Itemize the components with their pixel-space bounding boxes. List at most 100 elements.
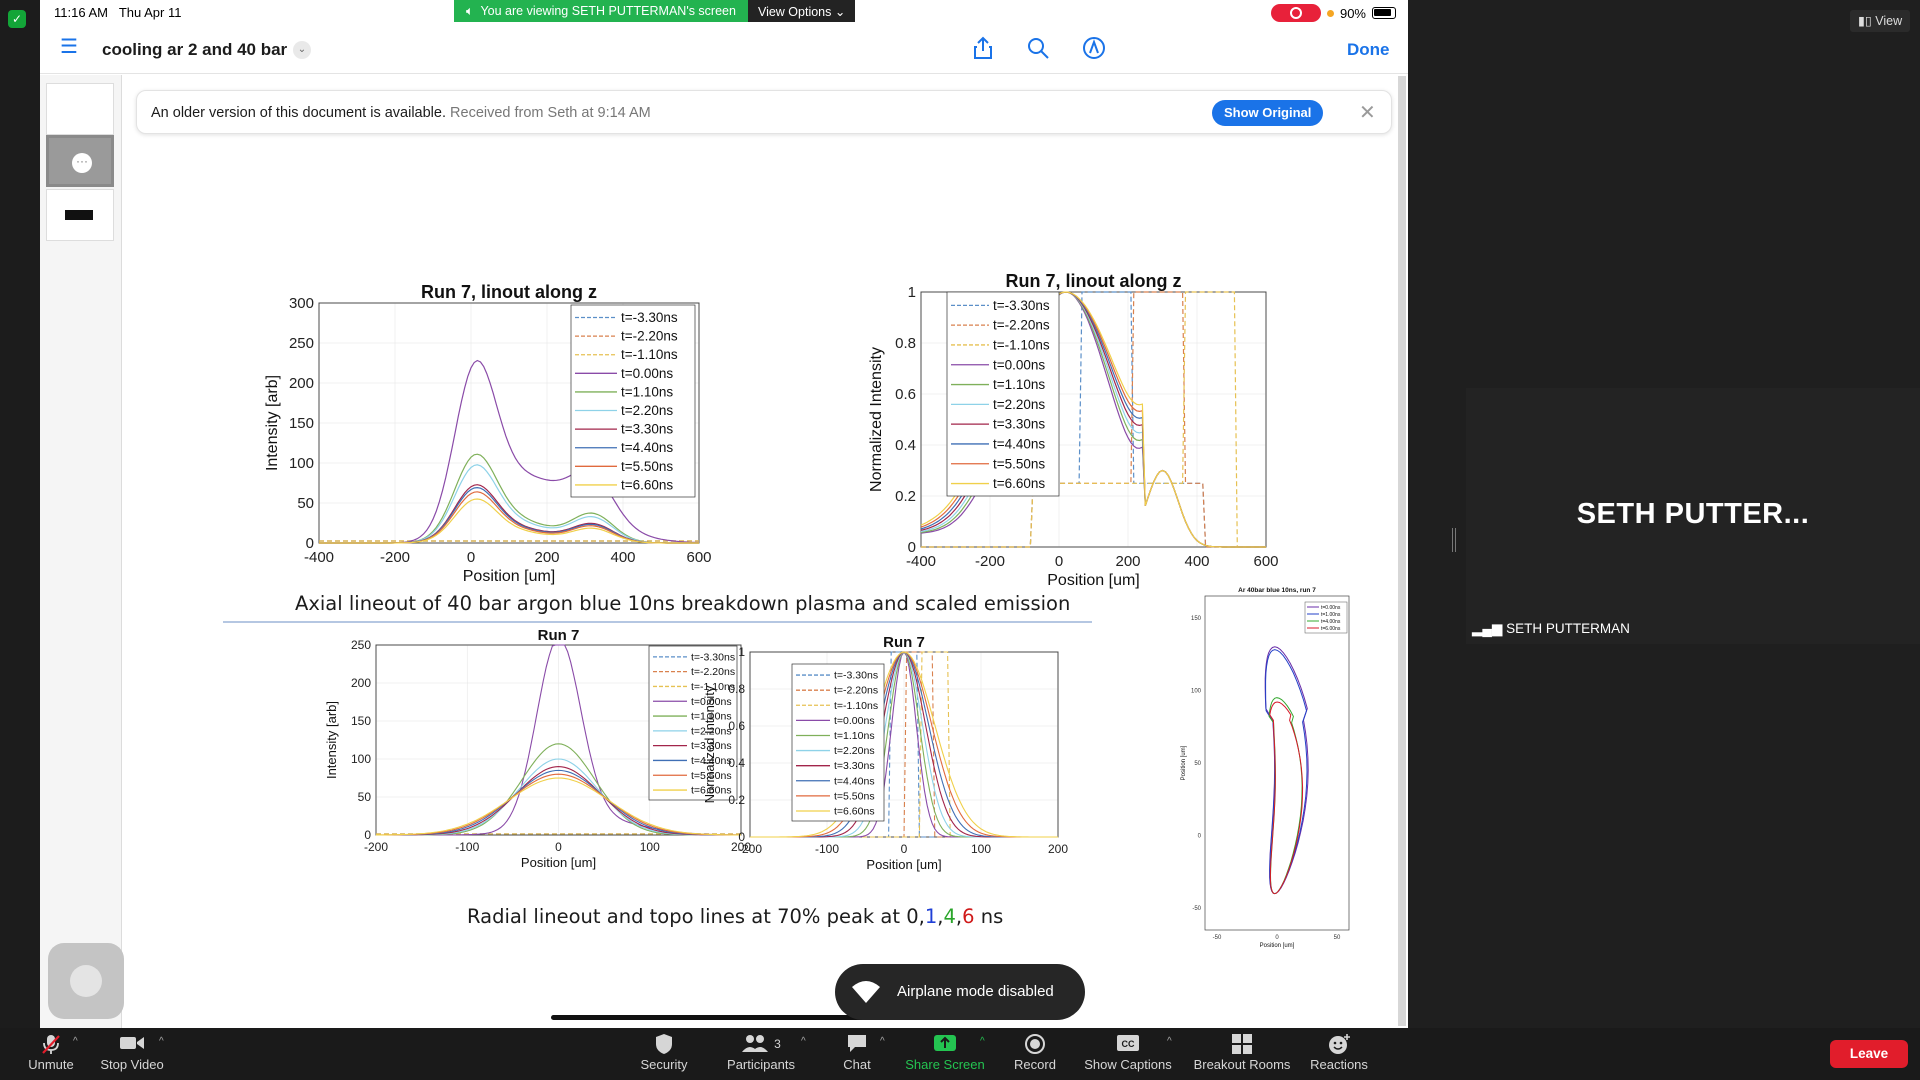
resize-handle[interactable] [1452, 528, 1456, 552]
legend-entry: t=5.50ns [993, 456, 1045, 471]
security-button[interactable]: Security [630, 1028, 698, 1080]
reactions-button[interactable]: Reactions [1306, 1028, 1372, 1080]
y-tick-label: 150 [289, 415, 314, 432]
page-thumbnail-3[interactable] [46, 189, 114, 241]
chat-chevron-icon[interactable]: ^ [880, 1036, 885, 1047]
axial-caption: Axial lineout of 40 bar argon blue 10ns … [295, 592, 1070, 615]
audio-options-chevron-icon[interactable]: ^ [73, 1036, 78, 1047]
y-tick-label: 200 [289, 375, 314, 392]
participants-icon [741, 1035, 774, 1057]
legend-entry: t=6.00ns [1321, 626, 1341, 632]
participants-chevron-icon[interactable]: ^ [801, 1036, 806, 1047]
legend-entry: t=1.10ns [621, 384, 673, 399]
page-thumbnail-2[interactable]: ··· [46, 135, 114, 187]
x-tick-label: 200 [534, 549, 559, 566]
legend-entry: t=0.00ns [1321, 605, 1341, 611]
breakout-rooms-icon [1190, 1033, 1294, 1055]
battery-icon [1372, 7, 1396, 19]
x-axis-label: Position [um] [1047, 572, 1139, 589]
y-axis-label: Intensity [arb] [324, 701, 339, 779]
y-tick-label: 100 [351, 752, 371, 766]
x-tick-label: 600 [686, 549, 711, 566]
legend-entry: t=-3.30ns [993, 298, 1050, 313]
participant-tile[interactable]: SETH PUTTER... ▂▄▆ SETH PUTTERMAN [1466, 388, 1920, 644]
participants-button[interactable]: 3 Participants [727, 1035, 795, 1072]
document-title[interactable]: cooling ar 2 and 40 bar [102, 40, 288, 59]
share-screen-button[interactable]: Share Screen [900, 1028, 990, 1080]
chat-button[interactable]: Chat [832, 1028, 882, 1080]
battery-percent: 90% [1339, 5, 1366, 21]
captions-chevron-icon[interactable]: ^ [1167, 1036, 1172, 1047]
legend-entry: t=1.10ns [691, 711, 732, 723]
chart-1: -400 -200 0 200 400 600 0 50 100 150 200 250 300 Run … [264, 282, 712, 585]
search-icon[interactable] [1026, 36, 1050, 66]
legend-box [791, 663, 885, 822]
page-thumbnail-1[interactable] [46, 83, 114, 135]
legend-entry: t=-2.20ns [993, 318, 1050, 333]
page-thumbnail-sidebar: ··· [40, 75, 122, 1028]
y-tick-label: 0.8 [728, 682, 745, 696]
legend-entry: t=0.00ns [691, 696, 732, 708]
plot-frame [318, 302, 700, 544]
close-icon[interactable]: ✕ [1359, 102, 1376, 124]
x-tick-label: 0 [555, 840, 562, 854]
leave-button[interactable]: Leave [1830, 1040, 1908, 1068]
unmute-button[interactable]: Unmute [22, 1028, 80, 1080]
share-chevron-icon[interactable]: ^ [980, 1036, 985, 1047]
encryption-shield-icon[interactable]: ✓ [8, 10, 26, 28]
breakout-rooms-button[interactable]: Breakout Rooms [1190, 1028, 1294, 1080]
y-tick-label: 250 [289, 335, 314, 352]
show-original-button[interactable]: Show Original [1212, 100, 1324, 126]
x-tick-label: -400 [906, 553, 936, 570]
record-button[interactable]: Record [1004, 1028, 1066, 1080]
share-icon[interactable] [972, 36, 994, 66]
show-captions-button[interactable]: CC Show Captions [1080, 1028, 1176, 1080]
x-tick-label: -100 [455, 840, 479, 854]
x-tick-label: -200 [380, 549, 410, 566]
title-chevron-down-icon[interactable]: ⌄ [293, 41, 311, 59]
view-options-button[interactable]: View Options ⌄ [747, 0, 856, 22]
page-edge [1398, 76, 1406, 1026]
participant-tile-name: SETH PUTTER... [1576, 498, 1810, 530]
x-tick-label: 400 [1184, 553, 1209, 570]
x-tick-label: 0 [901, 842, 908, 856]
video-options-chevron-icon[interactable]: ^ [159, 1036, 164, 1047]
assistive-touch-button[interactable] [48, 943, 124, 1019]
legend-entry: t=-2.20ns [691, 666, 735, 678]
x-tick-label: 400 [610, 549, 635, 566]
series-line [319, 498, 699, 544]
x-tick-label: 200 [731, 840, 751, 854]
radial-caption-time: , [919, 905, 925, 928]
y-tick-label: 0 [738, 830, 745, 844]
y-tick-label: 0 [908, 539, 916, 556]
y-tick-label: 300 [289, 295, 314, 312]
chevron-down-icon: ⌄ [834, 5, 846, 19]
x-axis-label: Position [um] [521, 855, 596, 870]
done-button[interactable]: Done [1347, 40, 1390, 59]
x-tick-label: 200 [1048, 842, 1068, 856]
view-button[interactable]: ▮▯ View [1850, 10, 1911, 32]
stop-video-button[interactable]: Stop Video [96, 1028, 168, 1080]
y-tick-label: 200 [351, 676, 371, 690]
y-tick-label: 0.4 [895, 437, 916, 454]
chat-bubble-icon [832, 1033, 882, 1055]
legend-entry: t=-1.10ns [834, 700, 878, 712]
legend-entry: t=3.30ns [993, 417, 1045, 432]
series-line [750, 651, 1058, 838]
slide-canvas: Axial lineout of 40 bar argon blue 10ns … [223, 271, 1350, 949]
legend-entry: t=4.00ns [1321, 619, 1341, 625]
speaker-icon: 🔈︎ [466, 4, 474, 18]
x-tick-label: -200 [738, 842, 762, 856]
legend-entry: t=5.50ns [621, 459, 673, 474]
viewing-banner: 🔈︎ You are viewing SETH PUTTERMAN's scre… [454, 0, 856, 22]
series-line [376, 769, 741, 836]
x-axis-label: Position [um] [463, 568, 555, 585]
more-icon[interactable]: ··· [72, 153, 92, 173]
zoom-toolbar: Unmute ^ Stop Video ^ Security 3 Partici… [0, 1028, 1920, 1080]
y-tick-label: 100 [1191, 688, 1202, 694]
topo-contour [1269, 701, 1304, 895]
y-tick-label: 250 [351, 638, 371, 652]
markup-icon[interactable] [1082, 36, 1106, 66]
legend-entry: t=3.30ns [834, 760, 875, 772]
list-icon[interactable]: ☰ [60, 36, 78, 58]
